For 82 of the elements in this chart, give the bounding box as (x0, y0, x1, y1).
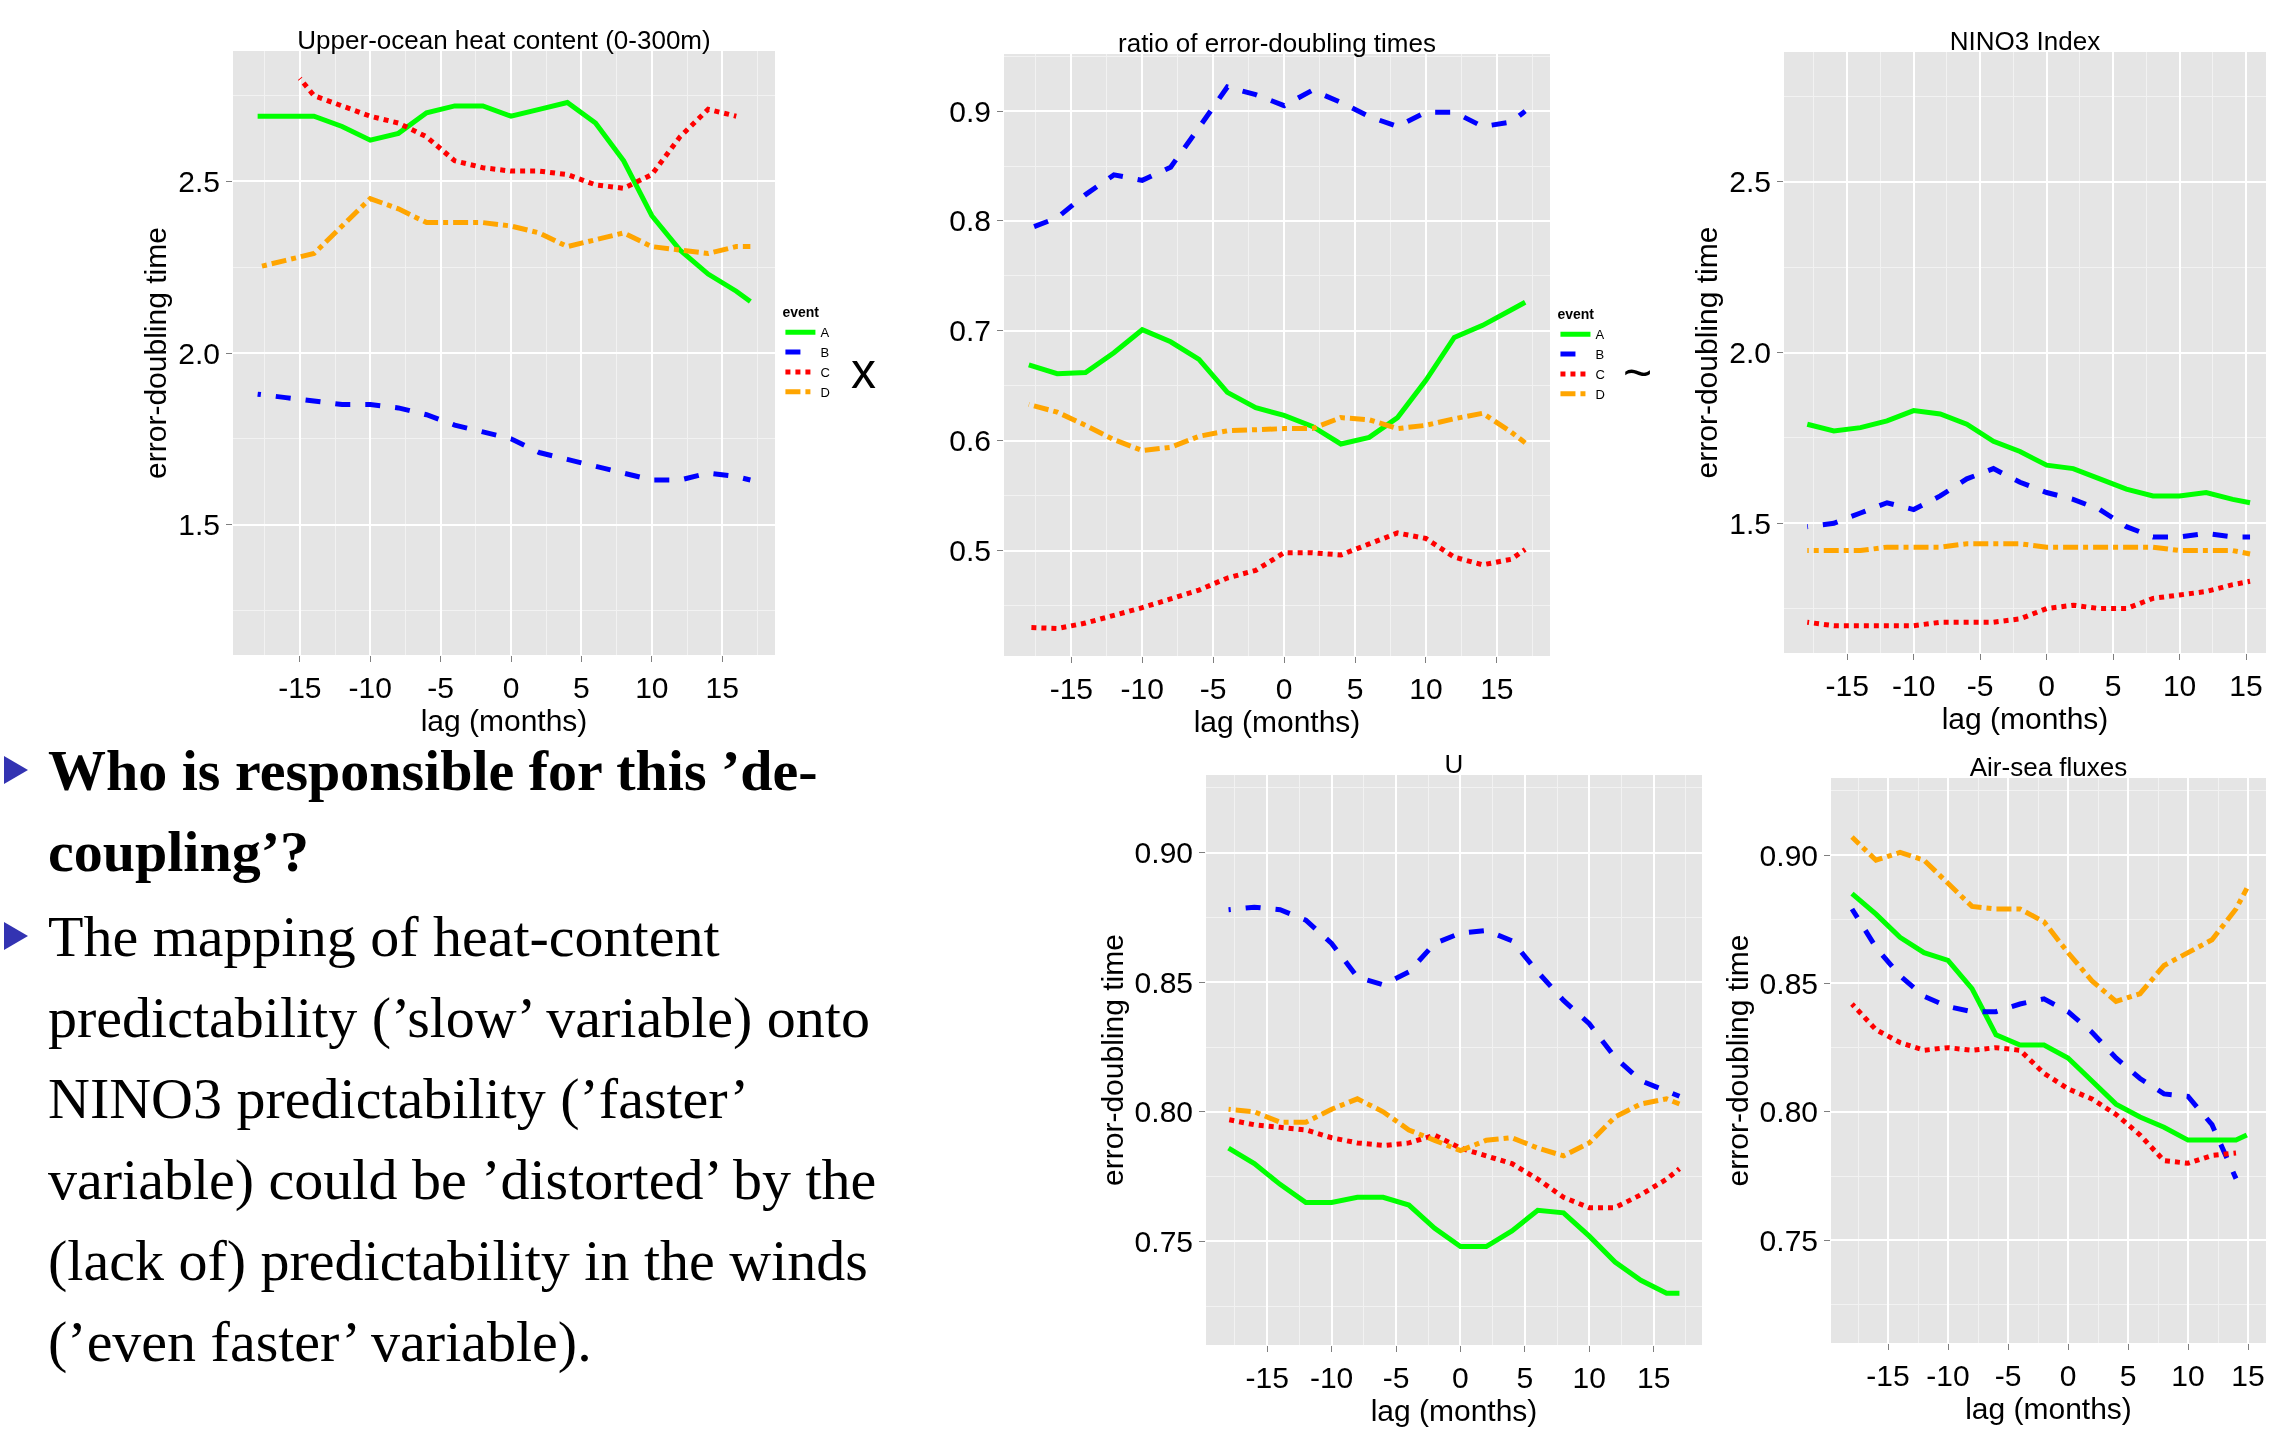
y-axis-title: error-doubling time (1720, 934, 1754, 1187)
y-axis-title: error-doubling time (1690, 226, 1724, 479)
y-tick-label: 0.90 (1759, 838, 1818, 872)
x-tick-label: -10 (1891, 669, 1936, 702)
x-tick-label: -5 (1382, 1361, 1410, 1394)
x-tick-label: 5 (2104, 669, 2122, 702)
y-axis-title: error-doubling time (139, 227, 173, 479)
y-tick-label: 2.5 (1729, 165, 1771, 199)
legend-label: B (1595, 347, 1605, 363)
y-tick-label: 0.8 (949, 204, 991, 238)
x-tick-label: 0 (502, 671, 520, 704)
legend-label: A (1595, 327, 1605, 343)
x-tick-label: 10 (2171, 1359, 2205, 1392)
x-tick-label: 15 (705, 671, 739, 704)
x-tick-label: -15 (1825, 669, 1869, 702)
x-tick-label: 0 (1452, 1361, 1469, 1394)
y-axis-title: error-doubling time (1095, 934, 1129, 1186)
y-tick-label: 0.7 (949, 314, 991, 348)
x-tick-label: 15 (1480, 672, 1514, 705)
legend-label: D (1595, 386, 1605, 402)
x-tick-label: 5 (2119, 1359, 2137, 1392)
chart-title: NINO3 Index (1949, 26, 2101, 56)
text: Who is responsible for this ’de-coupling’? (48, 738, 818, 884)
x-tick-label: -5 (1994, 1359, 2022, 1392)
y-tick-label: 0.85 (1759, 966, 1818, 1000)
x-tick-label: -5 (1199, 672, 1227, 705)
x-tick-label: -15 (278, 671, 322, 704)
chart-title: ratio of error-doubling times (1118, 28, 1436, 58)
y-tick-label: 2.0 (178, 336, 220, 370)
y-tick-label: 0.5 (949, 534, 991, 568)
legend-title: event (782, 304, 820, 321)
x-axis-title: lag (months) (1193, 705, 1361, 738)
x-tick-label: 5 (1346, 672, 1364, 705)
y-tick-label: 0.6 (949, 424, 991, 458)
x-tick-label: 15 (1637, 1361, 1671, 1394)
x-axis-title: lag (months) (1941, 702, 2109, 735)
x-tick-label: -15 (1245, 1361, 1289, 1394)
y-tick-label: 2.0 (1729, 336, 1771, 369)
text: x (851, 343, 876, 399)
x-axis-title: lag (months) (1965, 1392, 2132, 1425)
legend-label: C (820, 365, 830, 381)
legend-title: event (1557, 306, 1595, 323)
x-tick-label: 5 (573, 671, 590, 704)
x-axis-title: lag (months) (1370, 1394, 1538, 1427)
y-tick-label: 0.9 (949, 94, 991, 128)
x-tick-label: 5 (1516, 1361, 1534, 1394)
x-tick-label: 10 (1409, 672, 1443, 705)
x-tick-label: 10 (635, 671, 669, 704)
x-tick-label: 15 (2231, 1359, 2265, 1392)
y-tick-label: 0.80 (1134, 1095, 1193, 1129)
x-tick-label: -10 (1926, 1359, 1970, 1392)
x-tick-label: 0 (1275, 672, 1293, 705)
chart-title: U (1444, 749, 1464, 779)
legend-label: D (820, 384, 830, 400)
y-tick-label: 1.5 (178, 508, 220, 542)
x-tick-label: -5 (427, 671, 454, 704)
x-tick-label: 10 (2162, 669, 2197, 702)
x-axis-title: lag (months) (420, 704, 588, 737)
x-tick-label: -15 (1049, 672, 1094, 705)
legend-label: A (820, 325, 830, 341)
y-tick-label: 0.85 (1134, 965, 1193, 999)
x-tick-label: 15 (2229, 669, 2263, 702)
chart-title: Upper-ocean heat content (0-300m) (297, 25, 711, 55)
y-tick-label: 2.5 (178, 164, 220, 198)
x-tick-label: -10 (1120, 672, 1164, 705)
y-tick-label: 1.5 (1729, 506, 1771, 540)
x-tick-label: -15 (1866, 1359, 1910, 1392)
x-tick-label: 0 (2059, 1359, 2077, 1392)
legend-label: C (1595, 367, 1605, 383)
y-tick-label: 0.90 (1134, 836, 1193, 870)
legend-label: B (820, 345, 830, 361)
chart-title: Air-sea fluxes (1969, 752, 2128, 782)
text: ~ (1623, 345, 1653, 401)
text: The mapping of heat-content predictability (’slow’ variable) onto NINO3 predictability (’faster’ variable) could be ’distorted’ by the (lack of) predictability in the winds (’even faster’ variable). (48, 904, 877, 1374)
x-tick-label: -5 (1966, 669, 1994, 702)
x-tick-label: -10 (1309, 1361, 1354, 1394)
x-tick-label: 10 (1572, 1361, 1606, 1394)
x-tick-label: -10 (348, 671, 392, 704)
x-tick-label: 0 (2038, 669, 2055, 702)
y-tick-label: 0.80 (1759, 1095, 1818, 1129)
y-tick-label: 0.75 (1134, 1224, 1193, 1258)
y-tick-label: 0.75 (1759, 1223, 1818, 1257)
